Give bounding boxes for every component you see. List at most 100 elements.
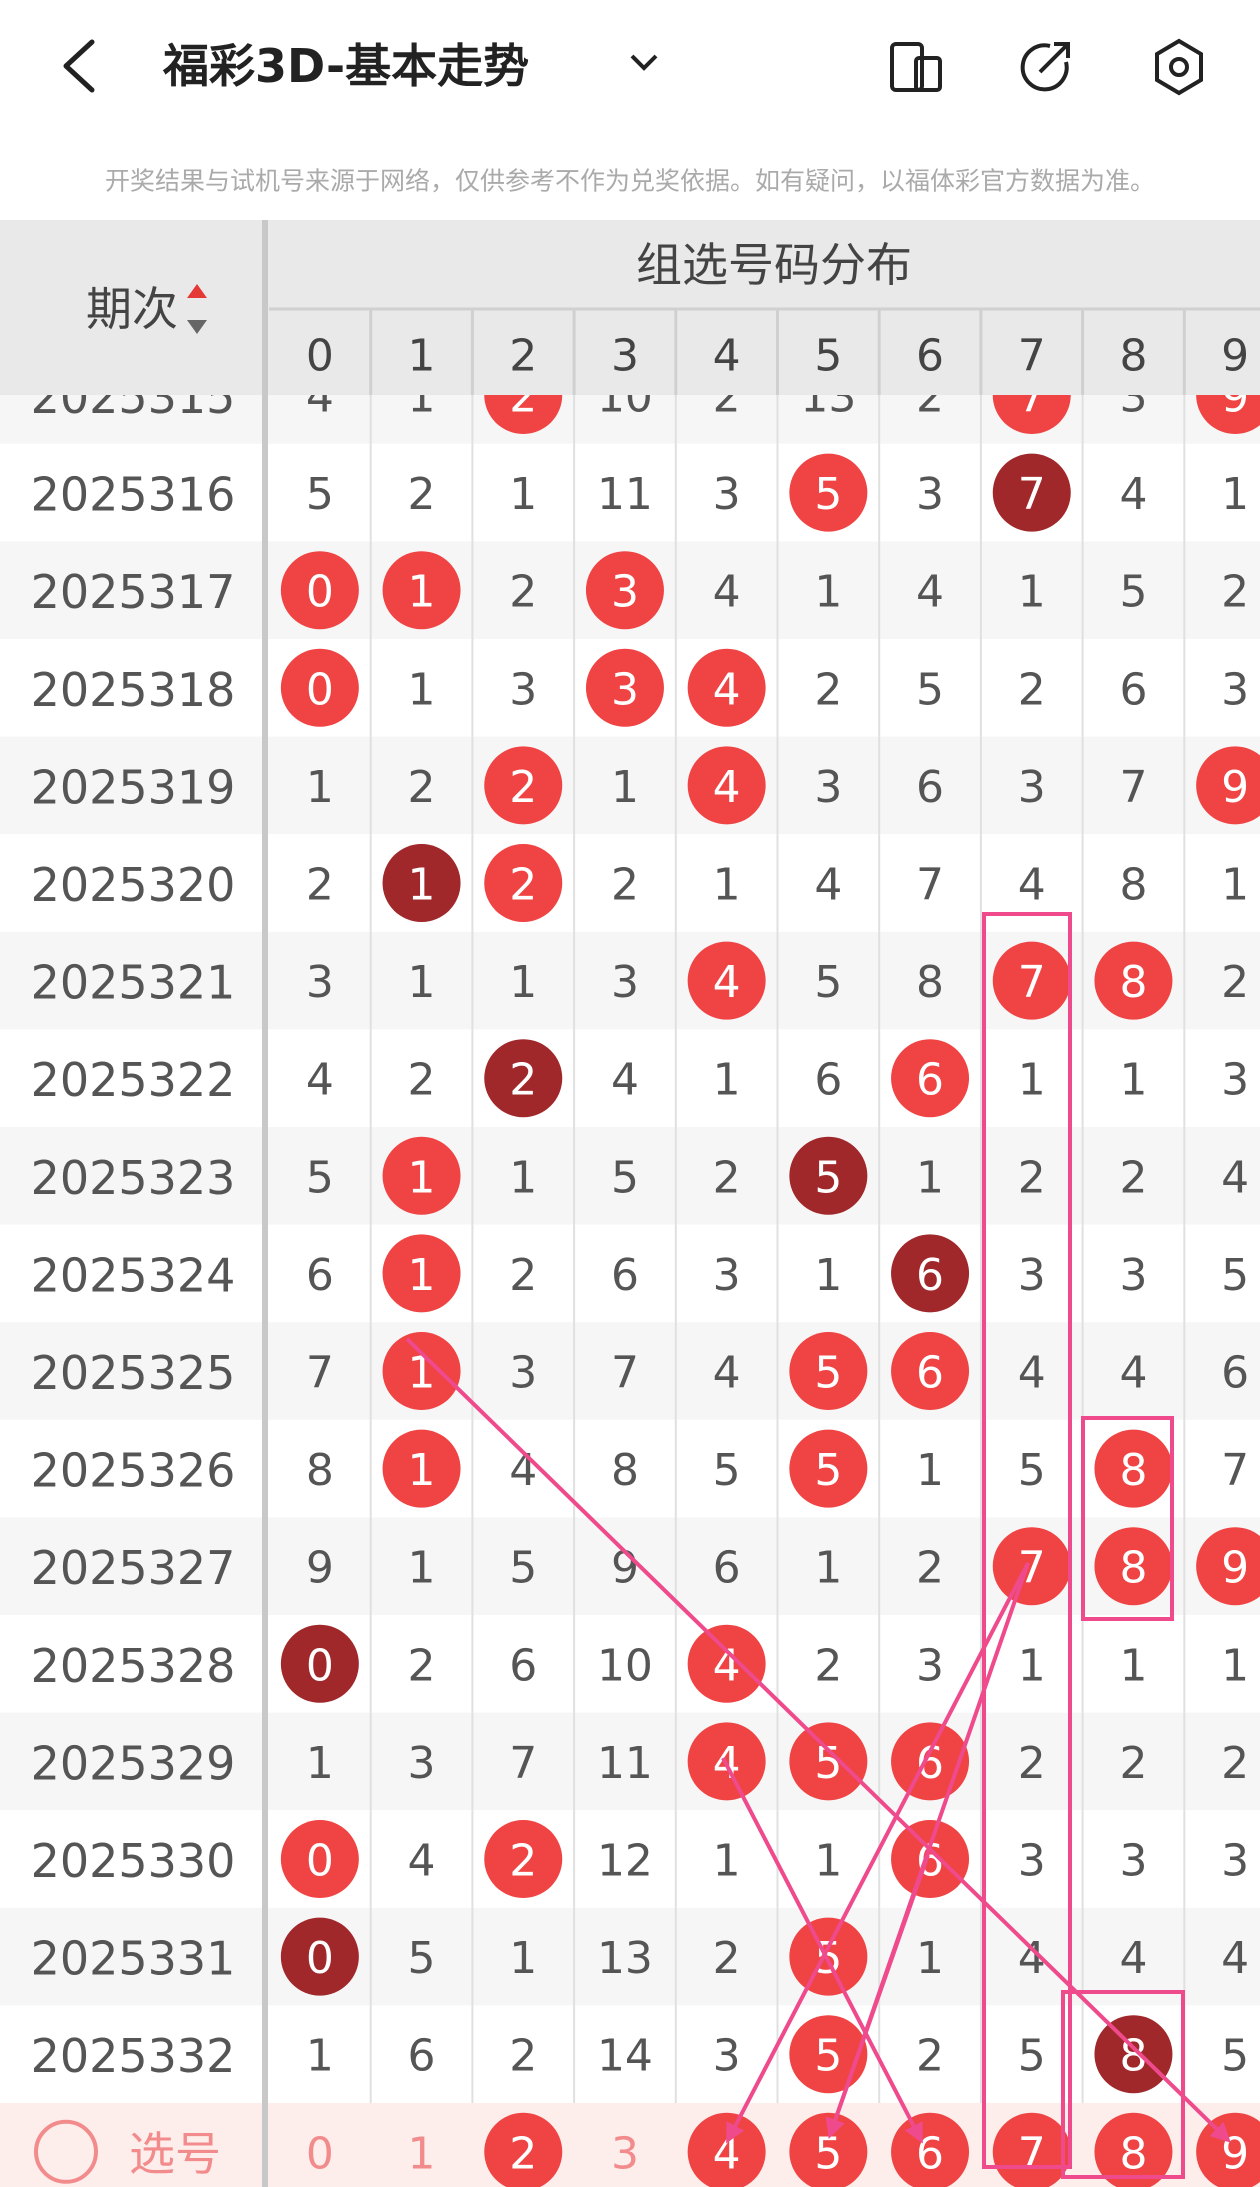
select-radio[interactable]	[34, 2119, 98, 2184]
cell-value: 7	[306, 1348, 334, 1399]
cell-value: 2	[408, 469, 436, 520]
cell-value: 1	[1018, 567, 1046, 618]
cell-value: 8	[1119, 860, 1147, 911]
sort-up[interactable]	[187, 284, 207, 298]
cell-value: 5	[408, 1933, 436, 1984]
trend-line	[721, 1757, 923, 2144]
cell-value: 1	[408, 957, 436, 1008]
ball	[891, 1332, 970, 1410]
digit-header: 3	[611, 331, 639, 382]
device-icon[interactable]	[890, 42, 942, 92]
cell-value: 0	[306, 1933, 334, 1984]
cell-value: 8	[306, 1445, 334, 1496]
ball	[687, 941, 766, 1020]
cell-value: 3	[1018, 762, 1046, 813]
highlight-box	[1081, 1416, 1174, 1621]
ball	[585, 551, 664, 630]
cell-value: 2	[408, 1640, 436, 1691]
ball	[382, 1429, 461, 1508]
ball	[789, 1136, 868, 1215]
cell-value: 3	[916, 1640, 944, 1691]
cell-value: 1	[408, 2128, 436, 2179]
cell-value: 3	[713, 469, 741, 520]
cell-value: 1	[1221, 860, 1249, 911]
period: 2025331	[31, 1932, 236, 1986]
title-dropdown[interactable]	[630, 54, 658, 71]
cell-value: 2	[1119, 1152, 1147, 1203]
cell-value: 1	[713, 860, 741, 911]
cell-value: 7	[916, 860, 944, 911]
cell-value: 4	[713, 2128, 741, 2179]
cell-value: 5	[306, 469, 334, 520]
digit-header: 4	[713, 331, 741, 382]
cell-value: 4	[1221, 1933, 1249, 1984]
cell-value: 3	[1221, 1836, 1249, 1887]
cell-value: 14	[597, 2031, 653, 2082]
ball	[382, 844, 461, 922]
cell-value: 5	[814, 2128, 842, 2179]
cell-value: 7	[509, 1738, 537, 1789]
ball	[789, 453, 868, 532]
cell-value: 3	[713, 2031, 741, 2082]
cell-value: 2	[916, 2031, 944, 2082]
cell-value: 3	[408, 1738, 436, 1789]
cell-value: 2	[509, 2031, 537, 2082]
share-icon[interactable]	[1020, 42, 1070, 92]
cell-value: 2	[509, 860, 537, 911]
period: 2025317	[31, 565, 236, 619]
cell-value: 1	[916, 1152, 944, 1203]
digit-header: 7	[1018, 331, 1046, 382]
cell-value: 5	[1119, 567, 1147, 618]
cell-value: 5	[814, 469, 842, 520]
ball	[484, 2112, 563, 2187]
cell-value: 7	[611, 1348, 639, 1399]
sort-down[interactable]	[187, 320, 207, 334]
period-header[interactable]: 期次	[86, 282, 178, 336]
row-bg	[0, 2005, 1260, 2103]
cell-value: 1	[916, 1445, 944, 1496]
cell-value: 3	[509, 1348, 537, 1399]
cell-value: 7	[1018, 2128, 1046, 2179]
cell-value: 2	[509, 1836, 537, 1887]
ball	[280, 1820, 359, 1898]
cell-value: 2	[1221, 957, 1249, 1008]
cell-value: 3	[509, 664, 537, 715]
ball	[789, 1332, 868, 1410]
cell-value: 3	[1018, 1250, 1046, 1301]
cell-value: 2	[408, 762, 436, 813]
ball	[1094, 941, 1173, 1020]
cell-value: 8	[916, 957, 944, 1008]
cell-value: 9	[1221, 1543, 1249, 1594]
cell-value: 0	[306, 2128, 334, 2179]
ball	[1196, 746, 1260, 825]
cell-value: 2	[1221, 567, 1249, 618]
ball	[789, 2112, 868, 2187]
cell-value: 3	[916, 469, 944, 520]
cell-value: 7	[1018, 957, 1046, 1008]
cell-value: 5	[306, 1152, 334, 1203]
cell-value: 3	[611, 567, 639, 618]
cell-value: 6	[408, 2031, 436, 2082]
cell-value: 1	[1018, 1055, 1046, 1106]
ball	[1094, 1527, 1173, 1606]
cell-value: 13	[597, 1933, 653, 1984]
cell-value: 5	[509, 1543, 537, 1594]
cell-value: 9	[1221, 762, 1249, 813]
trend-line	[825, 1854, 930, 2139]
ball	[992, 941, 1071, 1020]
cell-value: 1	[509, 1933, 537, 1984]
settings-icon[interactable]	[1155, 38, 1203, 96]
cell-value: 12	[597, 1836, 653, 1887]
cell-value: 6	[916, 1250, 944, 1301]
cell-value: 1	[509, 1152, 537, 1203]
period: 2025322	[31, 1053, 236, 1107]
cell-value: 5	[611, 1152, 639, 1203]
back-button[interactable]	[63, 39, 95, 93]
cell-value: 1	[408, 1445, 436, 1496]
cell-value: 8	[1119, 957, 1147, 1008]
ball	[484, 1039, 563, 1118]
cell-value: 1	[306, 762, 334, 813]
select-label: 选号	[129, 2127, 221, 2181]
cell-value: 6	[713, 1543, 741, 1594]
cell-value: 2	[713, 1152, 741, 1203]
